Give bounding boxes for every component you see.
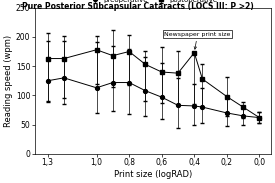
X-axis label: Print size (logRAD): Print size (logRAD) — [114, 170, 192, 179]
Text: Pure Posterior Subcapsular Cataracts (LOCS III: P >2): Pure Posterior Subcapsular Cataracts (LO… — [22, 2, 253, 11]
Legend: preoperative, postoperative: preoperative, postoperative — [88, 0, 218, 3]
Y-axis label: Reading speed (wpm): Reading speed (wpm) — [4, 35, 13, 127]
Text: Newspaper print size: Newspaper print size — [164, 32, 231, 49]
